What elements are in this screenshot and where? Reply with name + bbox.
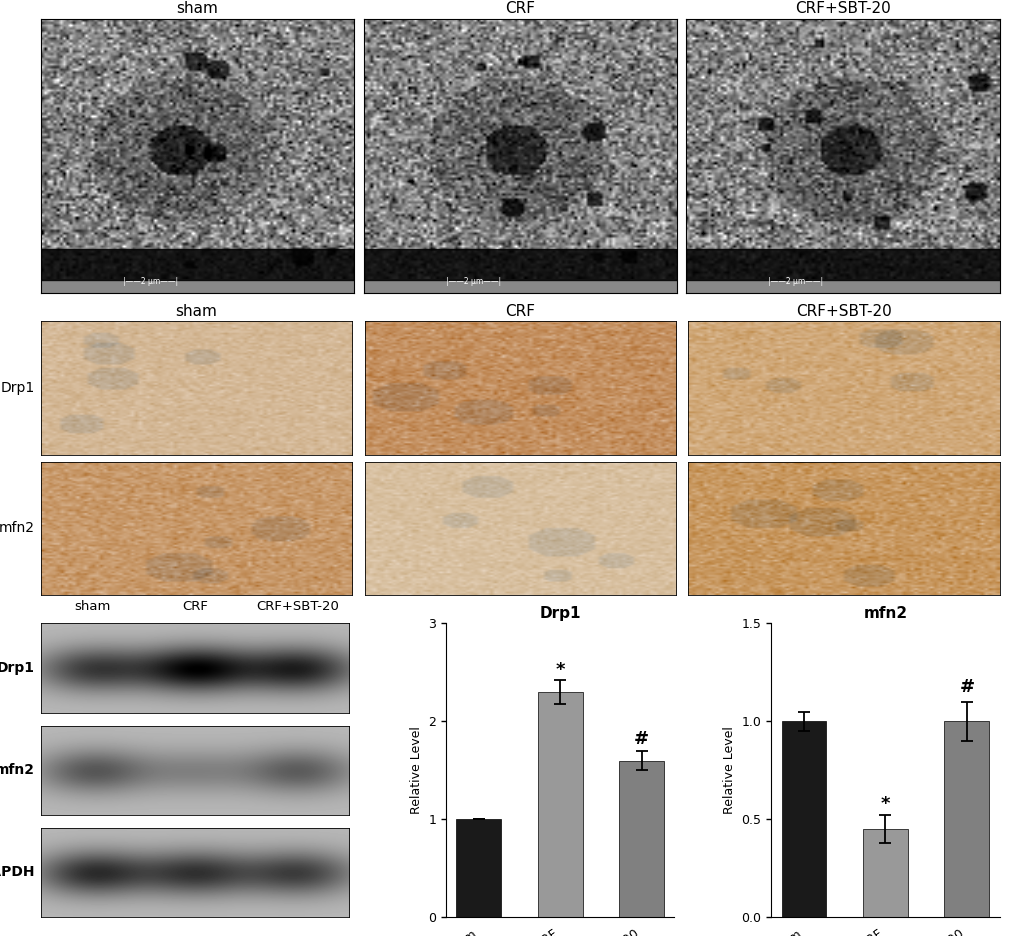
Text: C: C — [41, 623, 59, 648]
Title: Drp1: Drp1 — [539, 606, 581, 621]
Bar — [781, 722, 825, 917]
Bar — [619, 761, 663, 917]
Y-axis label: Drp1: Drp1 — [0, 661, 36, 675]
Y-axis label: Drp1: Drp1 — [1, 381, 36, 395]
Bar — [686, 249, 999, 280]
Bar — [944, 722, 988, 917]
Text: A: A — [41, 19, 60, 43]
Text: CRF: CRF — [181, 600, 208, 613]
Bar — [363, 249, 677, 280]
Y-axis label: Relative Level: Relative Level — [722, 726, 736, 814]
Text: |——2 μm——|: |——2 μm——| — [122, 277, 178, 286]
Text: *: * — [879, 796, 890, 813]
Title: mfn2: mfn2 — [862, 606, 907, 621]
Y-axis label: mfn2: mfn2 — [0, 521, 36, 535]
Text: sham: sham — [74, 600, 110, 613]
Text: #: # — [958, 678, 973, 695]
Text: |——2 μm——|: |——2 μm——| — [767, 277, 822, 286]
Text: |——2 μm——|: |——2 μm——| — [445, 277, 500, 286]
Y-axis label: GAPDH: GAPDH — [0, 866, 36, 880]
Title: CRF+SBT-20: CRF+SBT-20 — [795, 303, 891, 318]
Text: *: * — [555, 661, 565, 680]
Text: B: B — [41, 321, 60, 345]
Text: CRF+SBT-20: CRF+SBT-20 — [256, 600, 338, 613]
Text: #: # — [634, 730, 648, 748]
Bar — [455, 819, 500, 917]
Y-axis label: Relative Level: Relative Level — [410, 726, 422, 814]
Title: CRF: CRF — [504, 1, 535, 16]
Bar — [41, 249, 354, 280]
Title: CRF: CRF — [504, 303, 535, 318]
Title: CRF+SBT-20: CRF+SBT-20 — [794, 1, 890, 16]
Bar — [537, 692, 582, 917]
Y-axis label: mfn2: mfn2 — [0, 764, 36, 778]
Title: sham: sham — [176, 1, 218, 16]
Bar — [862, 829, 907, 917]
Title: sham: sham — [175, 303, 217, 318]
